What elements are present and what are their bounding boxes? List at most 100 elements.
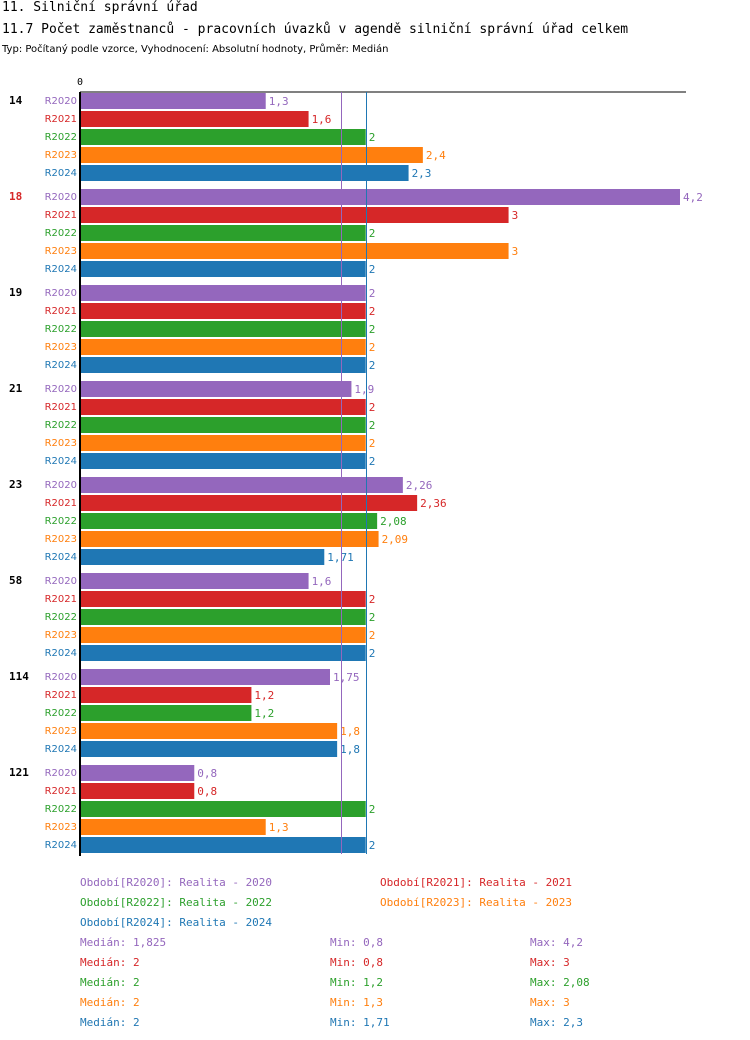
group-label: 114 xyxy=(9,670,29,683)
data-label: 2,3 xyxy=(412,167,432,180)
series-label: R2024 xyxy=(45,840,77,851)
bar xyxy=(80,165,409,181)
series-label: R2023 xyxy=(45,246,77,257)
series-label: R2024 xyxy=(45,264,77,275)
bar xyxy=(80,627,366,643)
legend-median: Medián: 2 xyxy=(80,996,140,1009)
bar xyxy=(80,513,378,529)
series-label: R2022 xyxy=(45,324,77,335)
series-label: R2022 xyxy=(45,804,77,815)
data-label: 1,8 xyxy=(340,743,360,756)
x-axis-zero-label: 0 xyxy=(77,77,83,88)
bar xyxy=(80,669,330,685)
series-label: R2024 xyxy=(45,360,77,371)
data-label: 2,4 xyxy=(426,149,446,162)
legend-max: Max: 3 xyxy=(530,956,570,969)
bar xyxy=(80,819,266,835)
data-label: 1,2 xyxy=(254,689,274,702)
data-label: 2 xyxy=(369,305,376,318)
data-label: 2 xyxy=(369,227,376,240)
series-label: R2024 xyxy=(45,456,77,467)
series-label: R2023 xyxy=(45,630,77,641)
legend-period: Období[R2023]: Realita - 2023 xyxy=(380,896,573,909)
series-label: R2022 xyxy=(45,612,77,623)
data-label: 2 xyxy=(369,629,376,642)
series-label: R2020 xyxy=(45,576,77,587)
series-label: R2022 xyxy=(45,516,77,527)
data-label: 0,8 xyxy=(197,785,217,798)
series-label: R2023 xyxy=(45,822,77,833)
bar xyxy=(80,243,509,259)
legend-period: Období[R2020]: Realita - 2020 xyxy=(80,876,273,889)
series-label: R2022 xyxy=(45,420,77,431)
series-label: R2020 xyxy=(45,288,77,299)
bar xyxy=(80,723,338,739)
bar xyxy=(80,705,252,721)
legend-min: Min: 0,8 xyxy=(330,936,383,949)
data-label: 2 xyxy=(369,437,376,450)
data-label: 2 xyxy=(369,803,376,816)
bar xyxy=(80,609,366,625)
data-label: 2 xyxy=(369,647,376,660)
data-label: 2 xyxy=(369,359,376,372)
page-title: 11. Silniční správní úřad xyxy=(2,0,198,15)
data-label: 2 xyxy=(369,341,376,354)
series-label: R2024 xyxy=(45,648,77,659)
series-label: R2023 xyxy=(45,534,77,545)
data-label: 1,3 xyxy=(269,95,289,108)
series-label: R2023 xyxy=(45,438,77,449)
series-label: R2024 xyxy=(45,744,77,755)
series-label: R2024 xyxy=(45,168,77,179)
data-label: 2 xyxy=(369,263,376,276)
bar xyxy=(80,303,366,319)
series-label: R2022 xyxy=(45,708,77,719)
series-label: R2021 xyxy=(45,594,77,605)
bar xyxy=(80,495,418,511)
data-label: 2,09 xyxy=(382,533,409,546)
data-label: 2 xyxy=(369,419,376,432)
data-label: 3 xyxy=(512,209,519,222)
bar xyxy=(80,549,325,565)
series-label: R2020 xyxy=(45,384,77,395)
group-label: 18 xyxy=(9,190,22,203)
bar xyxy=(80,573,309,589)
data-label: 3 xyxy=(512,245,519,258)
data-label: 4,2 xyxy=(683,191,703,204)
chart-type-line: Typ: Počítaný podle vzorce, Vyhodnocení:… xyxy=(2,44,389,55)
data-label: 2,08 xyxy=(380,515,407,528)
bar xyxy=(80,435,366,451)
legend-median: Medián: 2 xyxy=(80,956,140,969)
series-label: R2021 xyxy=(45,402,77,413)
series-label: R2021 xyxy=(45,210,77,221)
bar xyxy=(80,837,366,853)
bar xyxy=(80,741,338,757)
legend-min: Min: 0,8 xyxy=(330,956,383,969)
data-label: 1,3 xyxy=(269,821,289,834)
bar xyxy=(80,765,195,781)
data-label: 0,8 xyxy=(197,767,217,780)
bar xyxy=(80,285,366,301)
data-label: 1,6 xyxy=(312,113,332,126)
bar xyxy=(80,453,366,469)
bar xyxy=(80,531,379,547)
bar xyxy=(80,111,309,127)
series-label: R2021 xyxy=(45,306,77,317)
legend-median: Medián: 2 xyxy=(80,976,140,989)
legend-period: Období[R2022]: Realita - 2022 xyxy=(80,896,273,909)
series-label: R2020 xyxy=(45,672,77,683)
bar xyxy=(80,357,366,373)
series-label: R2023 xyxy=(45,150,77,161)
bar xyxy=(80,339,366,355)
data-label: 1,9 xyxy=(354,383,374,396)
bar xyxy=(80,381,352,397)
series-label: R2020 xyxy=(45,96,77,107)
legend-period: Období[R2024]: Realita - 2024 xyxy=(80,916,273,929)
series-label: R2024 xyxy=(45,552,77,563)
legend-max: Max: 2,3 xyxy=(530,1016,583,1029)
data-label: 1,6 xyxy=(312,575,332,588)
series-label: R2023 xyxy=(45,342,77,353)
series-label: R2020 xyxy=(45,480,77,491)
legend-min: Min: 1,3 xyxy=(330,996,383,1009)
group-label: 121 xyxy=(9,766,29,779)
series-label: R2021 xyxy=(45,786,77,797)
